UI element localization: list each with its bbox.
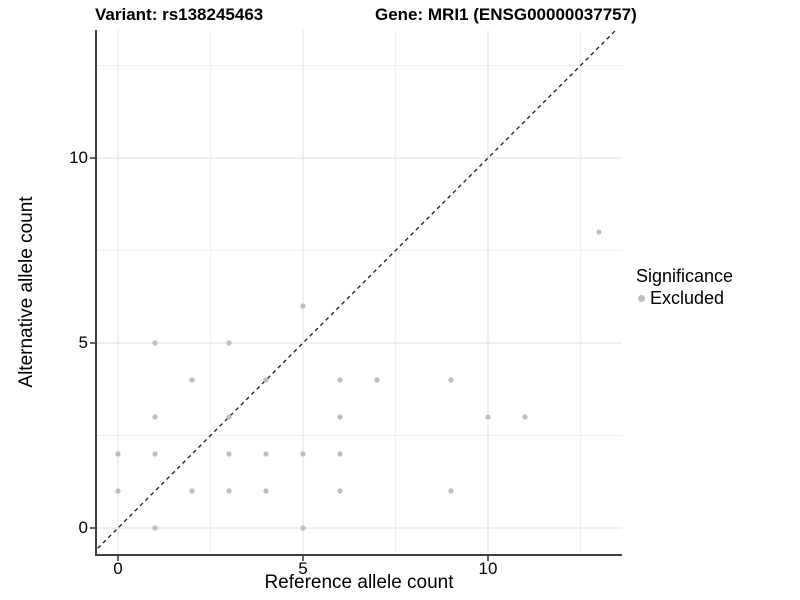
data-point [300,525,306,531]
y-tick-label: 5 [78,333,88,352]
data-point [152,340,158,346]
legend-items: Excluded [636,288,733,309]
identity-line [97,29,617,549]
data-point [189,377,195,383]
data-point [374,377,380,383]
data-point [337,414,343,420]
y-axis-label: Alternative allele count [16,196,37,388]
x-axis-label: Reference allele count [264,572,454,593]
x-tick-label: 0 [113,559,123,578]
data-point [115,488,121,494]
data-point [263,451,269,457]
data-point [152,414,158,420]
y-tick-label: 0 [78,518,88,537]
x-tick-label: 10 [478,559,498,578]
data-point [226,340,232,346]
plot-title-gene: Gene: MRI1 (ENSG00000037757) [375,5,637,24]
legend-item-label: Excluded [650,288,725,308]
data-point [226,414,232,420]
data-point [337,451,343,457]
data-point [337,377,343,383]
data-point [115,451,121,457]
data-point [189,488,195,494]
data-point [300,303,306,309]
legend-title: Significance [636,266,734,286]
data-point [226,451,232,457]
data-point [263,377,269,383]
data-point [485,414,491,420]
legend-item: Excluded [636,288,733,309]
plot-title-variant: Variant: rs138245463 [95,5,264,24]
x-tick-label: 5 [298,559,308,578]
data-point [522,414,528,420]
data-point [300,451,306,457]
legend: Significance Excluded [636,266,733,309]
data-point [226,488,232,494]
data-point [152,525,158,531]
data-point [596,229,602,235]
data-point [263,488,269,494]
data-point [152,451,158,457]
data-point [337,488,343,494]
data-point [448,488,454,494]
data-point [448,377,454,383]
y-tick-label: 10 [69,148,88,167]
legend-point-icon [638,295,645,302]
